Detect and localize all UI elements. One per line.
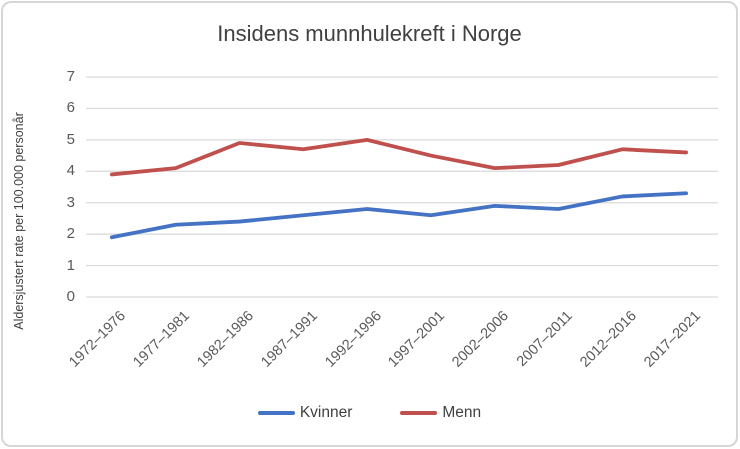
legend-item-menn: Menn <box>400 404 481 422</box>
legend-line-swatch <box>257 411 295 415</box>
y-tick-label: 7 <box>66 68 75 85</box>
y-tick-label: 3 <box>66 193 75 211</box>
legend-line-swatch <box>400 411 438 415</box>
legend: Kvinner Menn <box>3 404 736 422</box>
series-line-kvinner <box>110 191 688 240</box>
y-tick-label: 2 <box>66 225 75 243</box>
series-line-menn <box>110 137 688 177</box>
legend-label: Kvinner <box>299 404 353 421</box>
y-tick-label: 5 <box>66 130 75 148</box>
y-tick-label: 0 <box>66 288 75 305</box>
legend-item-kvinner: Kvinner <box>257 404 353 422</box>
plot-area <box>86 76 718 298</box>
legend-label: Menn <box>442 404 482 421</box>
y-tick-label: 1 <box>66 256 75 274</box>
chart-title: Insidens munnhulekreft i Norge <box>217 21 522 46</box>
y-tick-label: 4 <box>66 162 75 180</box>
y-tick-label: 6 <box>66 99 75 117</box>
